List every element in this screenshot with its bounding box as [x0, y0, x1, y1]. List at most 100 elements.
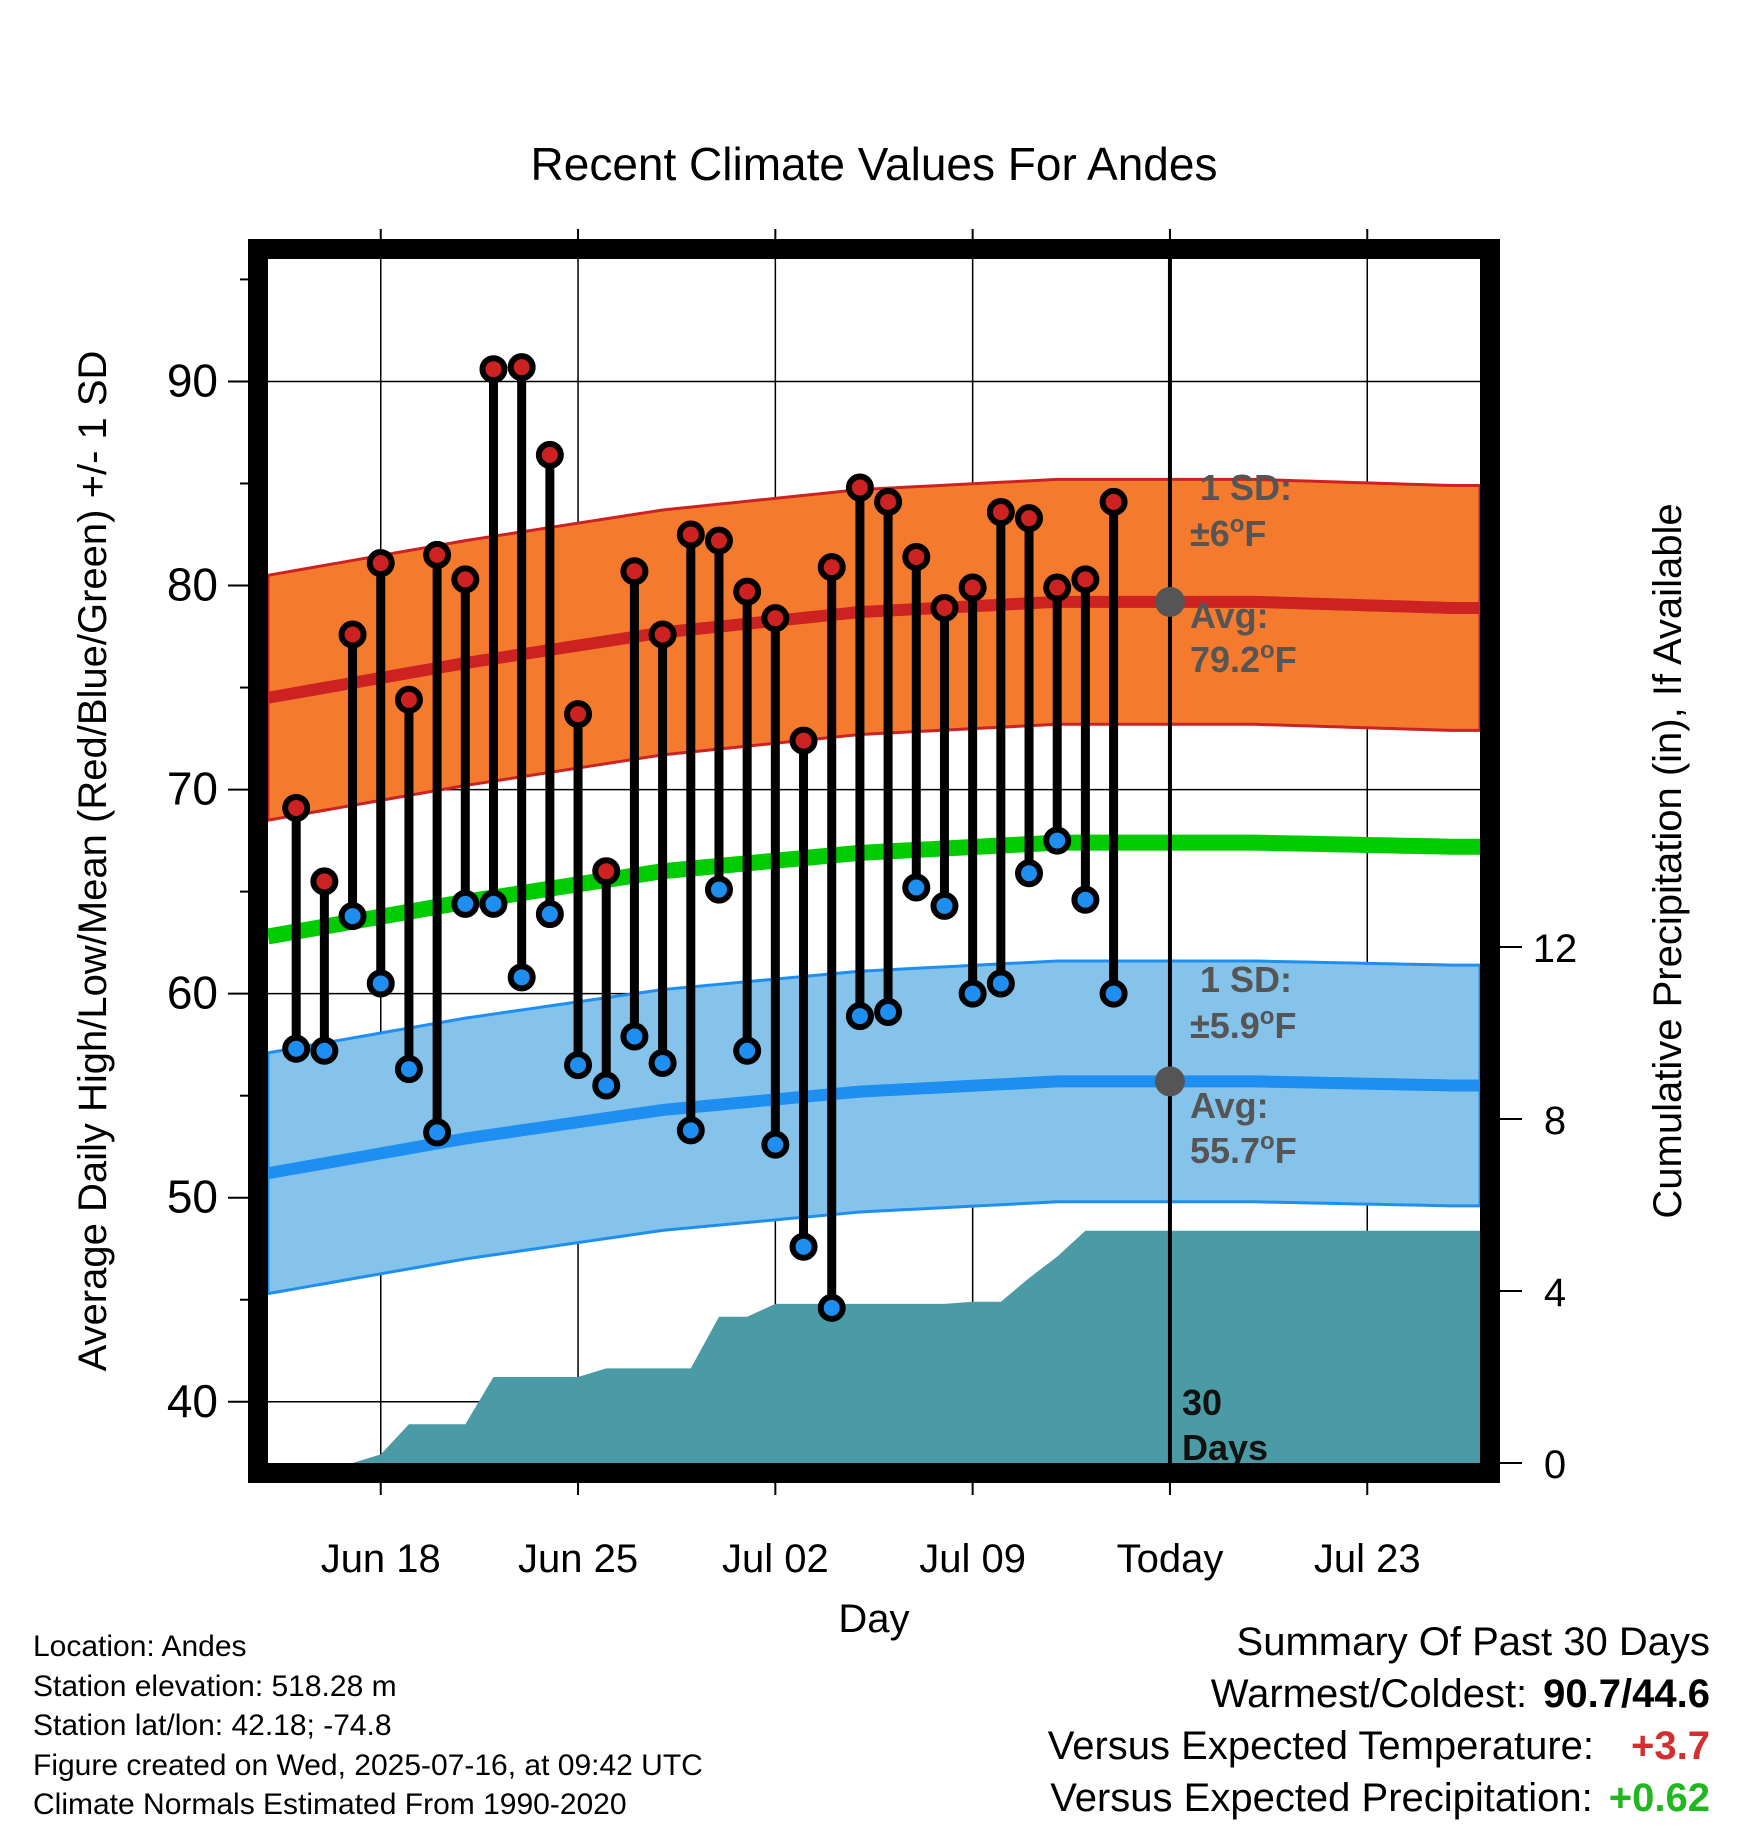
summary-temp: Versus Expected Temperature: +3.7	[1048, 1724, 1710, 1776]
daily-points	[282, 353, 1128, 1322]
created-line: Figure created on Wed, 2025-07-16, at 09…	[33, 1748, 703, 1782]
avg-mean-line	[266, 834, 1480, 945]
daily-range-stems	[291, 367, 1119, 1308]
precip-area	[352, 1230, 1481, 1463]
high-point	[282, 793, 311, 822]
temp-value: +3.7	[1631, 1724, 1710, 1768]
axes: Jun 18 Jun 25 Jul 02 Jul 09 Today Jul 23 4 0 50 6…	[167, 229, 1577, 1581]
high-point	[564, 700, 593, 729]
high-point	[535, 440, 564, 469]
high-point	[1099, 487, 1128, 516]
high-avg-label: Avg:	[1190, 595, 1269, 636]
low-point	[761, 1130, 790, 1159]
x-tick-label: Jun 25	[518, 1537, 638, 1581]
low-point	[1071, 885, 1100, 914]
x-tick-label: Jul 23	[1314, 1537, 1421, 1581]
low-point	[845, 1002, 874, 1031]
high-point	[423, 540, 452, 569]
y-tick-label: 90	[167, 354, 218, 406]
high-point	[479, 355, 508, 384]
y2-tick-label: 8	[1544, 1099, 1566, 1143]
warm-cold-value: 90.7/44.6	[1543, 1672, 1710, 1716]
summary-warm-cold: Warmest/Coldest: 90.7/44.6	[1048, 1672, 1710, 1724]
low-point	[564, 1051, 593, 1080]
high-point	[507, 353, 536, 382]
location-line: Location: Andes	[33, 1630, 247, 1663]
low-sd-label: 1 SD:	[1200, 959, 1292, 1000]
x-tick-label: Jun 18	[321, 1537, 441, 1581]
low-point	[282, 1034, 311, 1063]
y2-tick-label: 0	[1544, 1443, 1566, 1487]
low-point	[958, 979, 987, 1008]
chart-title: Recent Climate Values For Andes	[531, 138, 1218, 190]
y-tick-label: 50	[167, 1171, 218, 1223]
high-point	[958, 573, 987, 602]
low-avg-label: Avg:	[1190, 1085, 1269, 1126]
high-avg-today-dot	[1154, 586, 1185, 617]
high-point	[986, 498, 1015, 527]
low-avg-today-dot	[1154, 1066, 1185, 1097]
y2-tick-label: 12	[1533, 927, 1578, 971]
high-point	[789, 726, 818, 755]
low-point	[733, 1036, 762, 1065]
low-point	[394, 1055, 423, 1084]
y2-axis-label: Cumulative Precipitation (in), If Availa…	[1646, 503, 1690, 1218]
days-count: 30	[1182, 1382, 1222, 1423]
plot-frame	[248, 239, 1500, 1483]
low-sd-value: ±5.9oF	[1190, 1003, 1296, 1046]
low-point	[1015, 859, 1044, 888]
high-sd-band	[266, 477, 1482, 822]
low-point	[592, 1071, 621, 1100]
low-point	[817, 1293, 846, 1322]
station-info: Location: Andes Station elevation: 518.2…	[33, 1627, 703, 1825]
low-point	[366, 969, 395, 998]
high-point	[310, 867, 339, 896]
summary-precip: Versus Expected Precipitation: +0.62	[1048, 1776, 1710, 1828]
high-point	[592, 857, 621, 886]
summary-panel: Summary Of Past 30 Days Warmest/Coldest:…	[1048, 1620, 1710, 1828]
precip-layer	[352, 1230, 1481, 1463]
high-point	[1071, 565, 1100, 594]
low-point	[902, 873, 931, 902]
high-point	[676, 520, 705, 549]
low-point	[338, 902, 367, 931]
high-point	[704, 526, 733, 555]
y-tick-label: 60	[167, 967, 218, 1019]
high-point	[1043, 573, 1072, 602]
y-tick-label: 70	[167, 763, 218, 815]
y2-tick-label: 4	[1544, 1271, 1566, 1315]
high-point	[817, 553, 846, 582]
high-avg-value: 79.2oF	[1190, 637, 1297, 680]
high-point	[394, 685, 423, 714]
normals-line: Climate Normals Estimated From 1990-2020	[33, 1788, 627, 1821]
low-point	[648, 1049, 677, 1078]
high-sd-label: 1 SD:	[1200, 467, 1292, 508]
high-point	[648, 620, 677, 649]
low-avg-value: 55.7oF	[1190, 1128, 1297, 1171]
latlon-line: Station lat/lon: 42.18; -74.8	[33, 1709, 392, 1742]
high-point	[1015, 504, 1044, 533]
high-point	[620, 557, 649, 586]
low-point	[676, 1116, 705, 1145]
high-point	[874, 487, 903, 516]
low-point	[423, 1118, 452, 1147]
low-point	[451, 889, 480, 918]
high-point	[451, 565, 480, 594]
low-point	[310, 1036, 339, 1065]
x-tick-label: Today	[1117, 1537, 1224, 1581]
avg-high-line	[266, 595, 1480, 704]
warm-cold-label: Warmest/Coldest:	[1210, 1672, 1528, 1716]
x-tick-label: Jul 02	[722, 1537, 829, 1581]
temp-label: Versus Expected Temperature:	[1047, 1724, 1594, 1768]
low-point	[986, 969, 1015, 998]
x-tick-label: Jul 09	[919, 1537, 1026, 1581]
low-point	[1043, 826, 1072, 855]
low-point	[789, 1232, 818, 1261]
avg-low-line	[266, 1075, 1480, 1180]
elevation-line: Station elevation: 518.28 m	[33, 1669, 397, 1703]
high-point	[761, 604, 790, 633]
precip-value: +0.62	[1608, 1776, 1710, 1820]
y-tick-label: 80	[167, 559, 218, 611]
